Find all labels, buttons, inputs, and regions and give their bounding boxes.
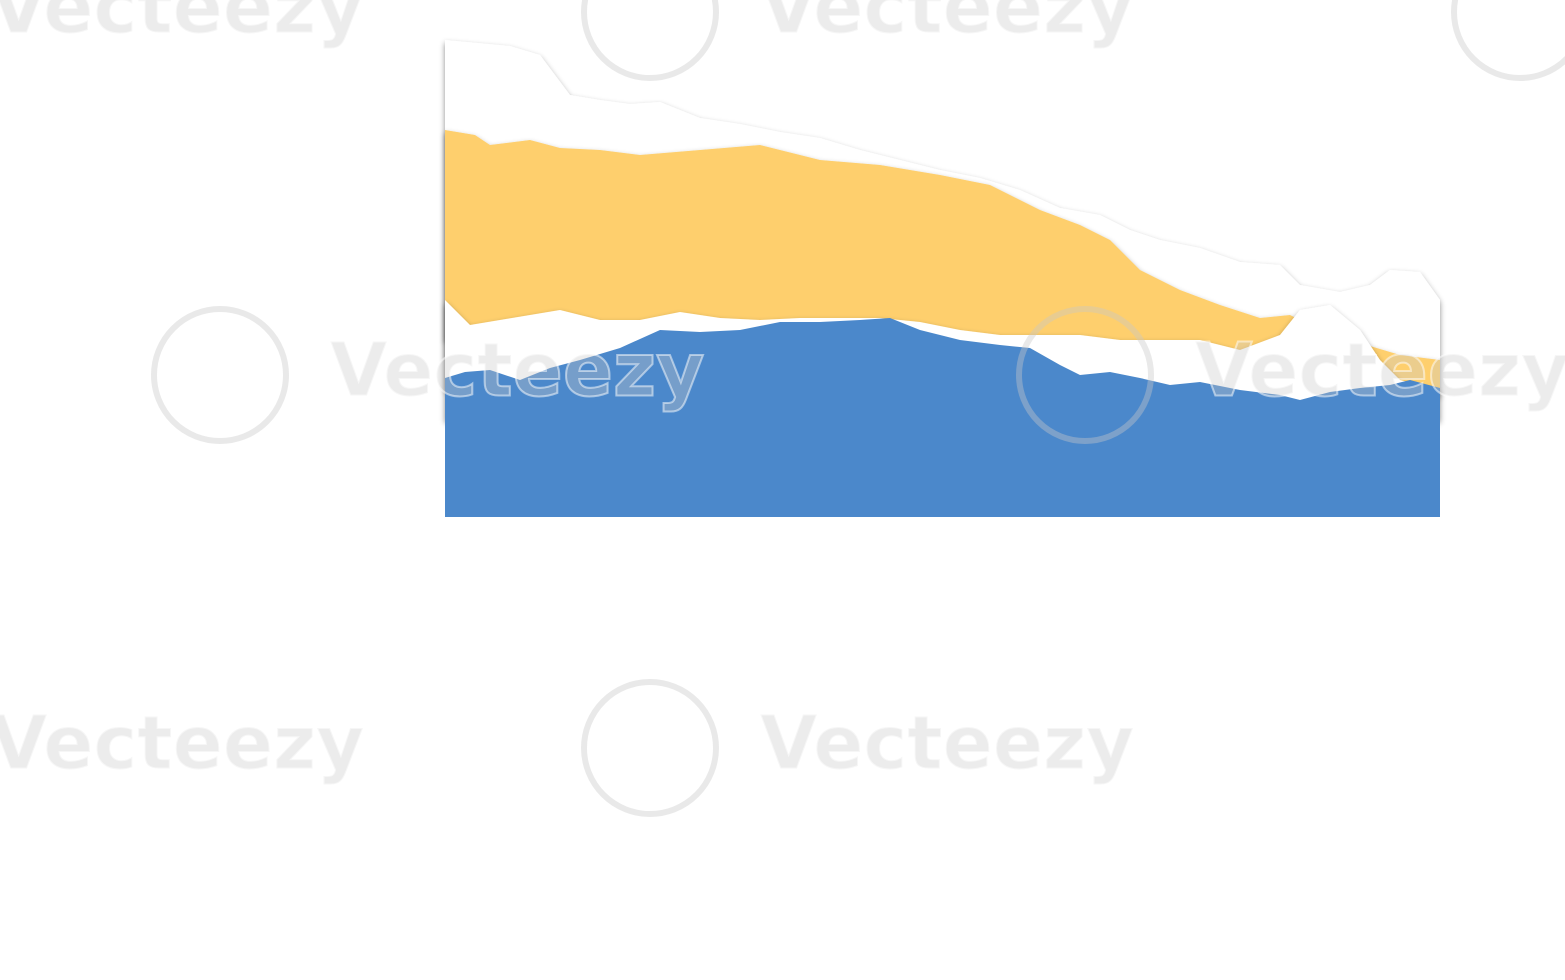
watermark-text: Vecteezy	[760, 0, 1134, 51]
watermark-logo	[151, 306, 289, 444]
watermark-text: Vecteezy	[0, 701, 364, 787]
watermark-logo	[1451, 0, 1565, 81]
watermark-logo	[581, 679, 719, 817]
watermark-text: Vecteezy	[0, 0, 364, 51]
watermark-text: Vecteezy	[330, 328, 704, 414]
watermark-layer: Vecteezy Vecteezy Vecteezy Vecteezy Vecteezy…	[0, 0, 1565, 817]
watermark-logo	[1016, 306, 1154, 444]
watermark-text: Vecteezy	[1195, 328, 1565, 414]
watermark-logo	[581, 0, 719, 81]
watermark-text: Vecteezy	[760, 701, 1134, 787]
flag-blue	[445, 318, 1440, 517]
